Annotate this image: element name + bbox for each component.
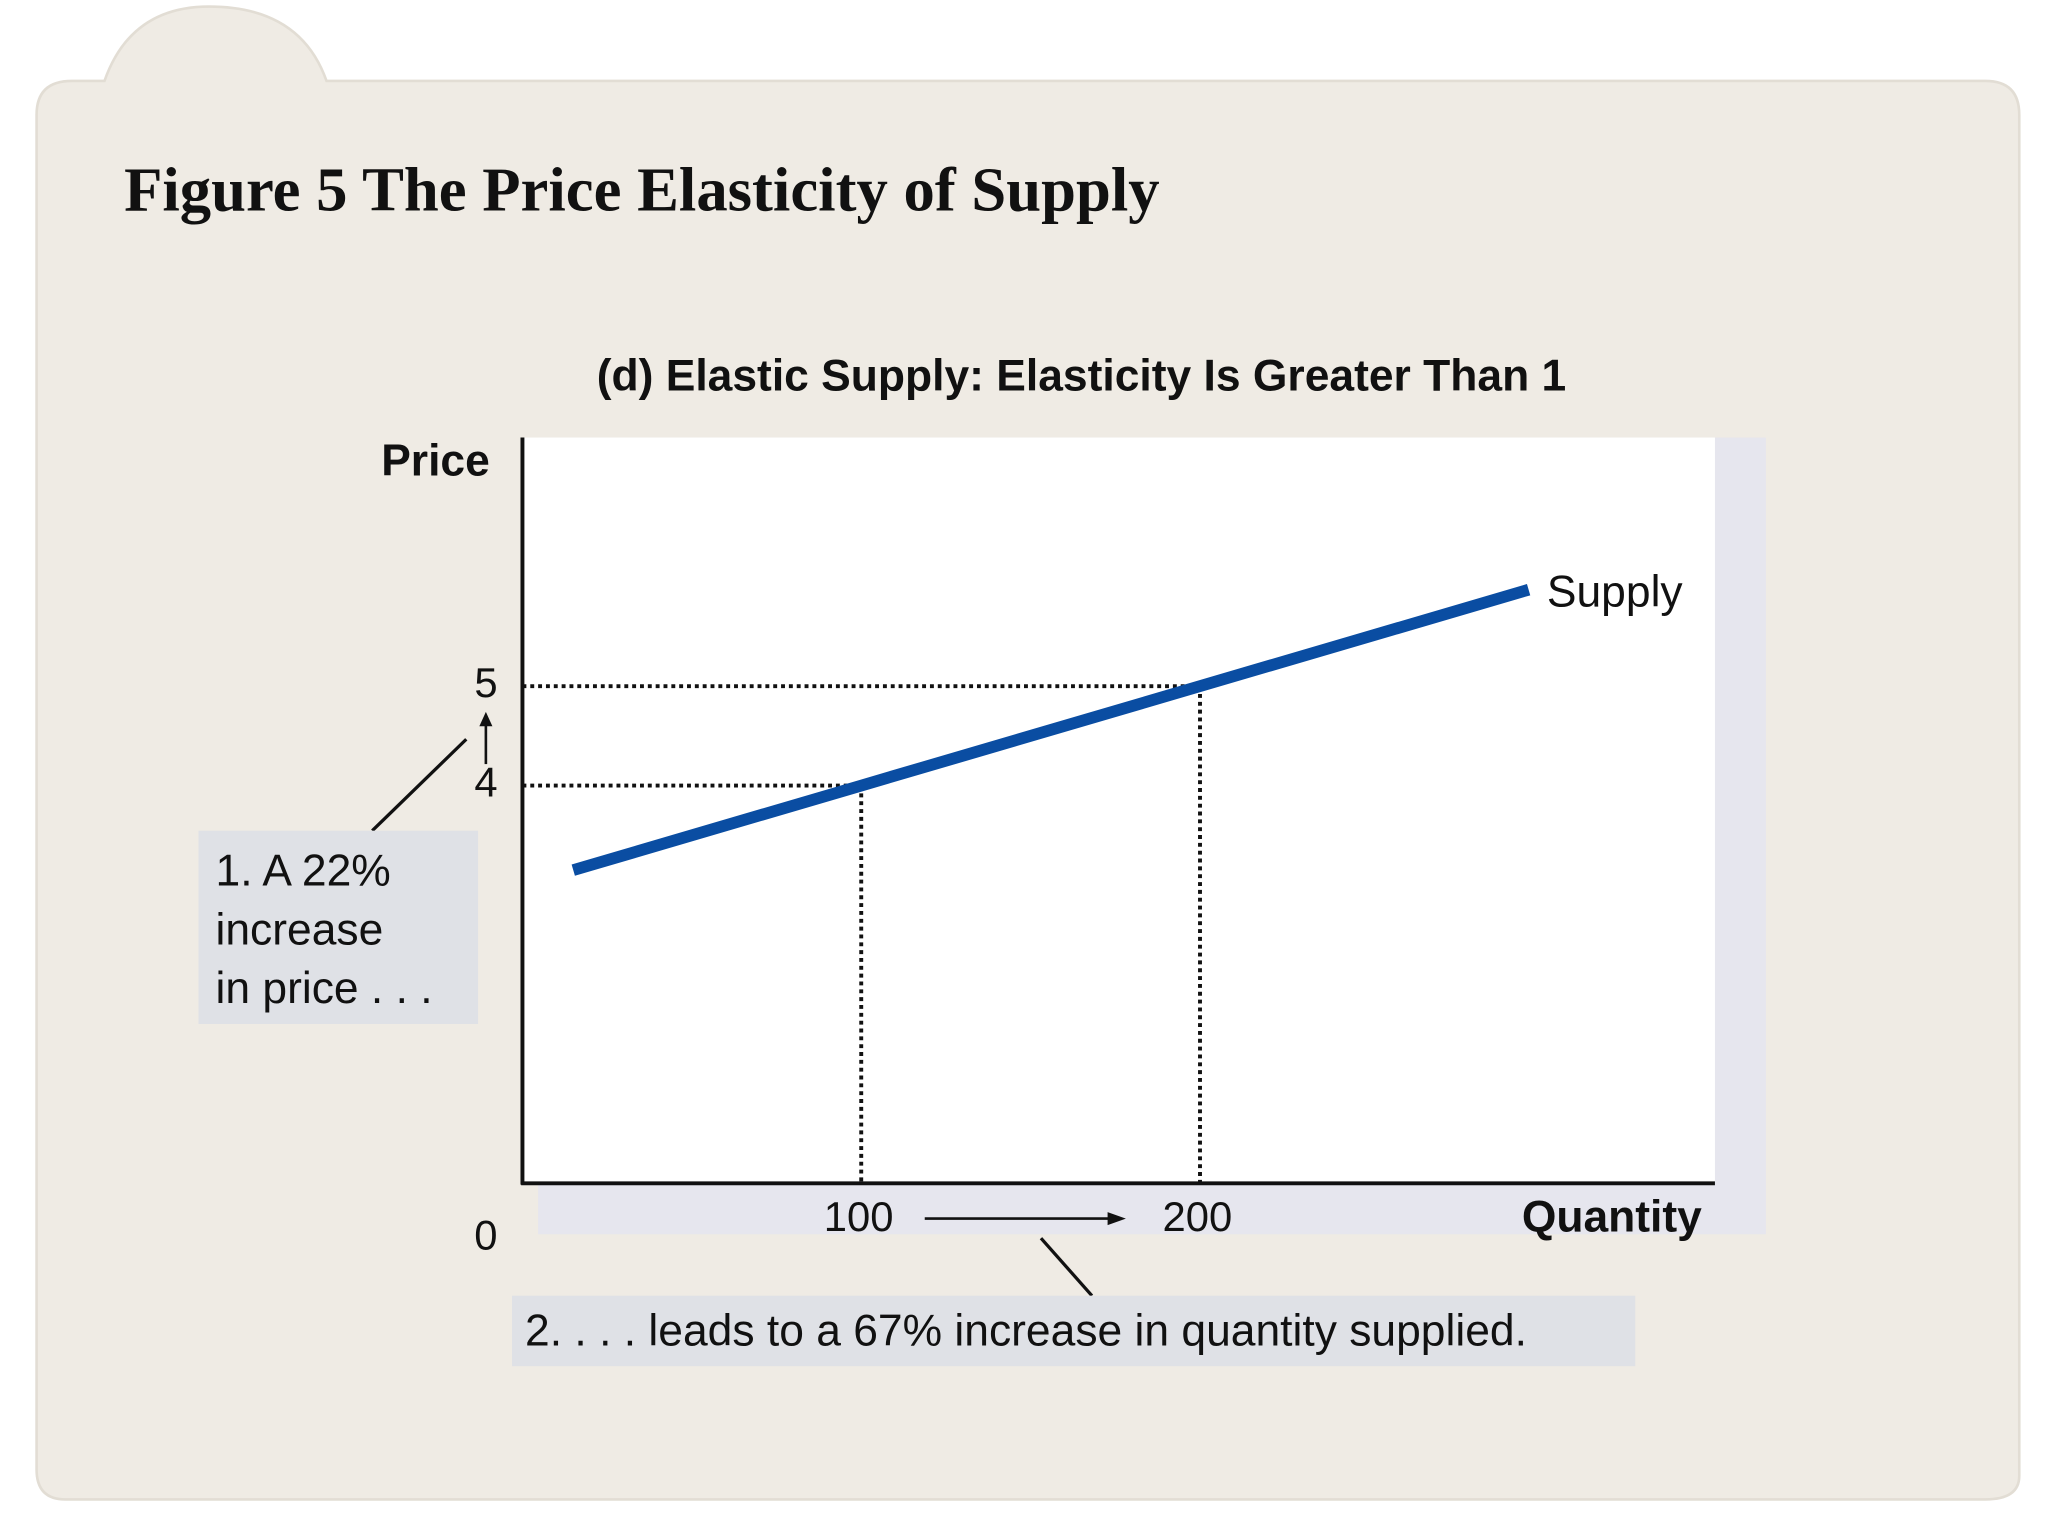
quantity-arrowhead [1107, 1212, 1126, 1226]
annotation-line: in price . . . [216, 964, 433, 1013]
x-tick-label: 200 [1163, 1193, 1233, 1240]
annotation-box [198, 830, 479, 1024]
y-tick-label: 5 [474, 659, 497, 706]
y-axis-label: Price [381, 436, 490, 485]
annotation: 2. . . . leads to a 67% increase in quan… [525, 1306, 1527, 1355]
annotation-line: increase [216, 905, 384, 954]
supply-line [571, 584, 1531, 876]
series-label: Supply [1547, 568, 1684, 617]
chart-subtitle: (d) Elastic Supply: Elasticity Is Greate… [597, 352, 1566, 401]
leader-line [371, 738, 468, 832]
x-tick-label: 100 [824, 1193, 894, 1240]
plot-area [522, 437, 1715, 1184]
y-tick-label: 4 [474, 759, 497, 806]
leader-line [1039, 1237, 1094, 1297]
annotation-line: 1. A 22% [216, 847, 391, 896]
price-arrowhead [479, 711, 493, 727]
chart-title: Figure 5 The Price Elasticity of Supply [124, 154, 1160, 224]
origin-label: 0 [474, 1211, 497, 1258]
x-axis-label: Quantity [1522, 1193, 1702, 1242]
annotation-box [512, 1295, 1636, 1367]
